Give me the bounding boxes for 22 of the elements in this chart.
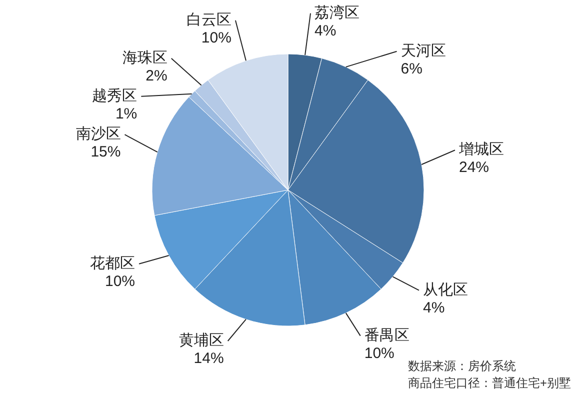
slice-label: 天河区 <box>400 42 446 60</box>
data-label: 10% <box>104 272 136 290</box>
data-label: 6% <box>400 60 422 78</box>
data-label: 4% <box>422 299 445 316</box>
data-label: 10% <box>364 344 394 362</box>
slice-label: 白云区 <box>186 11 232 28</box>
slice-label: 增城区 <box>458 141 504 158</box>
data-label: 10% <box>201 29 232 46</box>
data-label: 24% <box>458 159 490 176</box>
data-label: 2% <box>146 67 168 84</box>
slice-label: 从化区 <box>422 281 468 298</box>
data-label: 4% <box>314 22 336 40</box>
slice-label: 黄埔区 <box>178 332 224 349</box>
slice-label: 番禺区 <box>364 326 410 344</box>
slice-label: 荔湾区 <box>314 4 360 22</box>
slice-label: 花都区 <box>90 254 136 272</box>
data-label: 14% <box>194 350 224 367</box>
slice-label: 南沙区 <box>76 126 121 143</box>
slice-label: 海珠区 <box>122 49 168 66</box>
data-label: 1% <box>115 105 138 122</box>
slice-label: 越秀区 <box>92 87 138 104</box>
data-label: 15% <box>90 144 121 161</box>
